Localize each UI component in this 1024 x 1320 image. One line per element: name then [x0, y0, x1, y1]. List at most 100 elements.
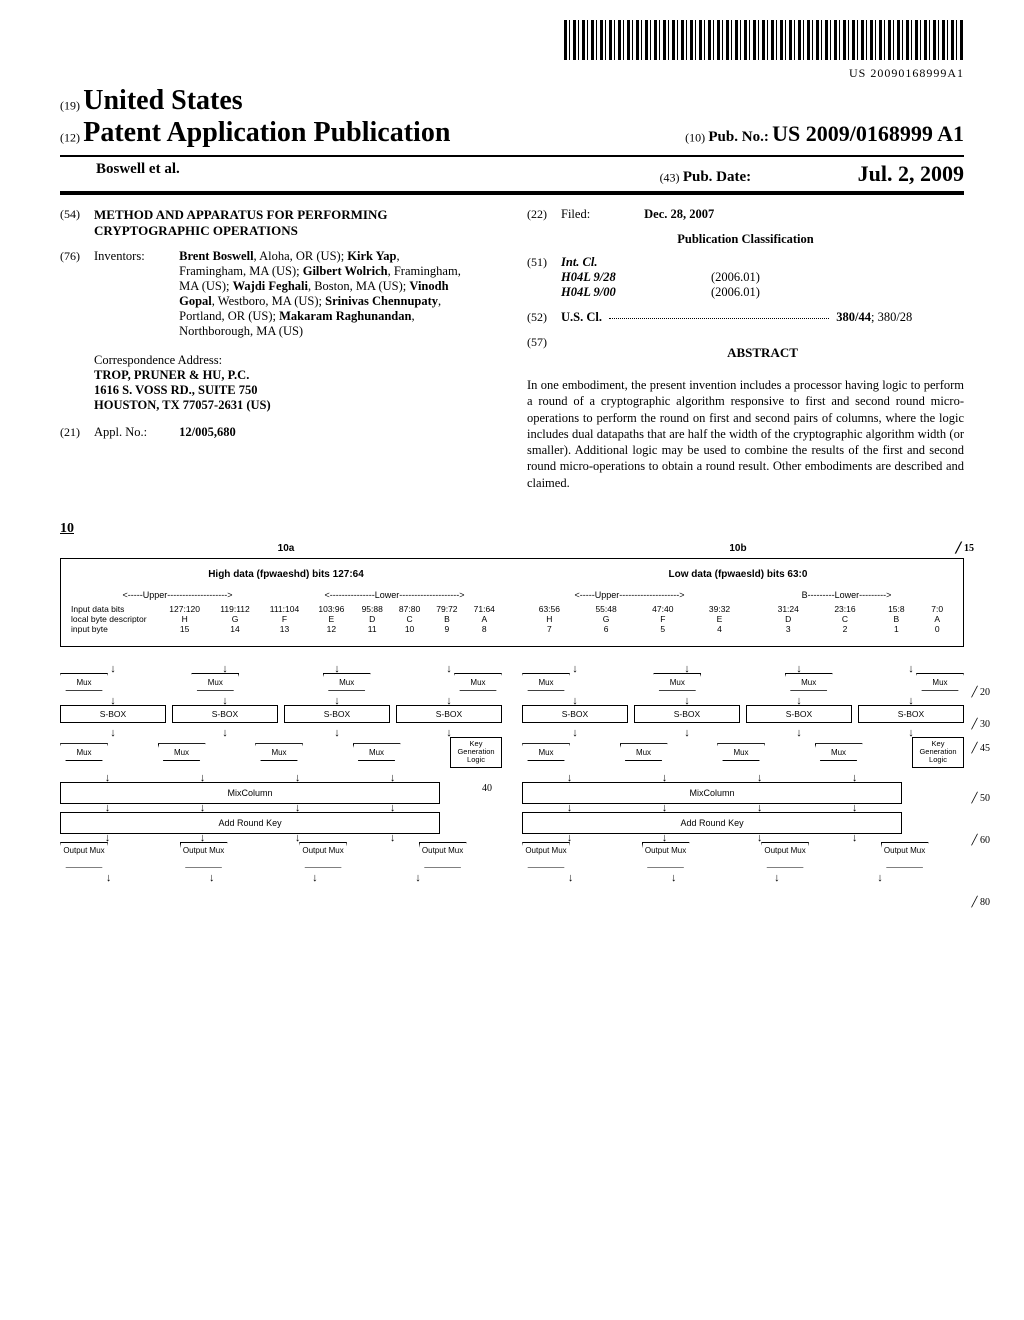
inventor-location: , Aloha, OR (US);	[254, 249, 348, 263]
sbox: S-BOX	[746, 705, 852, 723]
field-12: (12)	[60, 131, 80, 145]
ref-30: ╱ 30	[971, 719, 990, 730]
correspondence: Correspondence Address: TROP, PRUNER & H…	[94, 353, 497, 413]
inventor-name: Srinivas Chennupaty	[325, 294, 438, 308]
lower-range-high: <---------------Lower-------------------…	[286, 590, 503, 600]
field-54: (54)	[60, 207, 94, 239]
row-label-bits: Input data bits	[69, 604, 159, 614]
inventors-label: Inventors:	[94, 249, 176, 264]
row-label-byte: input byte	[69, 624, 159, 634]
mux-box: Mux	[158, 743, 206, 761]
addroundkey-box: Add Round Key	[522, 812, 902, 834]
mux-box: Mux	[60, 743, 108, 761]
appl-no-value: 12/005,680	[179, 425, 236, 439]
mux-box: Mux	[522, 743, 570, 761]
header-block: (19) United States (12) Patent Applicati…	[60, 85, 964, 157]
title-text: METHOD AND APPARATUS FOR PERFORMING CRYP…	[94, 207, 497, 239]
inventors-list: Brent Boswell, Aloha, OR (US); Kirk Yap,…	[179, 249, 462, 339]
output-mux: Output Mux	[419, 842, 467, 868]
uscl-value: 380/44	[836, 310, 871, 324]
sbox: S-BOX	[858, 705, 964, 723]
mux-box: Mux	[653, 673, 701, 691]
output-mux: Output Mux	[299, 842, 347, 868]
addroundkey-box: Add Round Key	[60, 812, 440, 834]
pipeline-low: ↓↓↓↓MuxMuxMuxMux↓↓↓↓S-BOXS-BOXS-BOXS-BOX…	[522, 665, 964, 888]
correspondence-line-2: 1616 S. VOSS RD., SUITE 750	[94, 383, 497, 398]
field-52: (52)	[527, 310, 561, 325]
author-name: Boswell et al.	[60, 161, 180, 187]
mux-box: Mux	[454, 673, 502, 691]
pub-date-label: Pub. Date:	[683, 169, 751, 185]
output-mux: Output Mux	[642, 842, 690, 868]
output-mux: Output Mux	[881, 842, 929, 868]
ref-60: ╱ 60	[971, 835, 990, 846]
appl-no-field: (21) Appl. No.: 12/005,680	[60, 425, 497, 440]
barcode-text: US 20090168999A1	[0, 66, 964, 81]
output-mux: Output Mux	[522, 842, 570, 868]
mux-box: Mux	[60, 673, 108, 691]
field-22: (22)	[527, 207, 561, 222]
lower-range-low: B---------Lower--------->	[738, 590, 955, 600]
field-76: (76)	[60, 249, 94, 339]
inventor-name: Gilbert Wolrich	[303, 264, 388, 278]
mux-box: Mux	[323, 673, 371, 691]
sbox: S-BOX	[634, 705, 740, 723]
mux-box: Mux	[620, 743, 668, 761]
output-mux: Output Mux	[60, 842, 108, 868]
ref-10b: 10b	[729, 543, 746, 554]
field-57: (57)	[527, 335, 561, 367]
low-bit-table: 63:5655:4847:4039:3231:2423:1615:87:0 HG…	[521, 604, 955, 634]
low-data-label: Low data (fpwaesld) bits 63:0	[521, 569, 955, 580]
appl-no-label: Appl. No.:	[94, 425, 176, 440]
mux-box: Mux	[785, 673, 833, 691]
inventor-name: Wajdi Feghali	[233, 279, 308, 293]
filed-field: (22) Filed: Dec. 28, 2007	[527, 207, 964, 222]
keygen-box: Key Generation Logic	[912, 737, 964, 768]
abstract-body: In one embodiment, the present invention…	[527, 377, 964, 491]
intcl-year-1: (2006.01)	[711, 270, 760, 285]
filed-label: Filed:	[561, 207, 641, 222]
uscl-dots	[609, 318, 829, 319]
mixcolumn-box: MixColumn	[60, 782, 440, 804]
inventor-name: Brent Boswell	[179, 249, 253, 263]
figure-ref-10: 10	[60, 521, 964, 537]
mux-box: Mux	[353, 743, 401, 761]
ref-50: ╱ 50	[971, 793, 990, 804]
intcl-label: Int. Cl.	[561, 255, 641, 270]
mux-box: Mux	[717, 743, 765, 761]
barcode-region: US 20090168999A1	[0, 0, 1024, 85]
sbox: S-BOX	[60, 705, 166, 723]
pub-no-label: Pub. No.:	[708, 129, 768, 145]
uscl-extra: ; 380/28	[871, 310, 912, 324]
inventor-name: Kirk Yap	[347, 249, 396, 263]
mux-box: Mux	[815, 743, 863, 761]
field-43: (43)	[660, 171, 680, 185]
output-mux: Output Mux	[761, 842, 809, 868]
field-51: (51)	[527, 255, 561, 300]
ref-15: 15	[964, 543, 974, 554]
inventor-location: , Westboro, MA (US);	[212, 294, 325, 308]
intcl-field: (51) Int. Cl. H04L 9/28 (2006.01) H04L 9…	[527, 255, 964, 300]
keygen-box: Key Generation Logic	[450, 737, 502, 768]
field-21: (21)	[60, 425, 94, 440]
high-bit-table: Input data bits 127:120119:112111:104103…	[69, 604, 503, 634]
intcl-year-2: (2006.01)	[711, 285, 760, 300]
abstract-heading: ABSTRACT	[561, 345, 964, 361]
title-field: (54) METHOD AND APPARATUS FOR PERFORMING…	[60, 207, 497, 239]
upper-range-low: <-----Upper-------------------->	[521, 590, 738, 600]
doc-type: Patent Application Publication	[83, 117, 450, 148]
inventor-name: Makaram Raghunandan	[279, 309, 411, 323]
output-mux: Output Mux	[180, 842, 228, 868]
row-label-desc: local byte descriptor	[69, 614, 159, 624]
filed-value: Dec. 28, 2007	[644, 207, 714, 221]
sbox: S-BOX	[522, 705, 628, 723]
mux-box: Mux	[522, 673, 570, 691]
mux-box: Mux	[255, 743, 303, 761]
ref-20: ╱ 20	[971, 687, 990, 698]
ref-45: ╱ 45	[971, 743, 990, 754]
upper-range-high: <-----Upper-------------------->	[69, 590, 286, 600]
classification-heading: Publication Classification	[527, 232, 964, 247]
figure-1: 10 10a 10b ╱ 15 High data (fpwaeshd) bit…	[60, 521, 964, 888]
high-data-label: High data (fpwaeshd) bits 127:64	[69, 569, 503, 580]
pub-date-value: Jul. 2, 2009	[858, 161, 964, 186]
